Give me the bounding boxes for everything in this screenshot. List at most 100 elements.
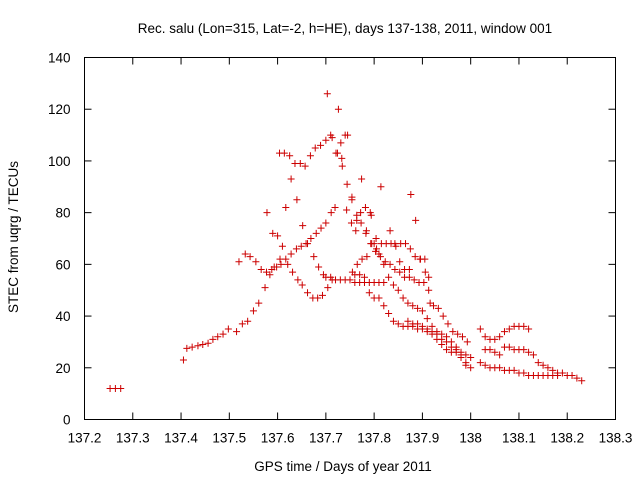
data-point	[439, 312, 447, 320]
data-point	[255, 299, 263, 307]
data-point	[209, 335, 217, 343]
y-tick-label: 80	[55, 206, 70, 221]
data-point	[394, 286, 402, 294]
data-point	[304, 289, 312, 297]
data-point	[328, 134, 336, 142]
data-point	[444, 320, 452, 328]
x-tick-label: 138.3	[599, 431, 633, 446]
data-point	[311, 144, 319, 152]
data-point	[306, 152, 314, 160]
data-point	[539, 361, 547, 369]
data-point	[386, 260, 394, 268]
data-point	[404, 299, 412, 307]
data-point	[428, 328, 436, 336]
x-tick-label: 137.4	[164, 431, 198, 446]
data-point	[389, 317, 397, 325]
data-point	[500, 328, 508, 336]
data-point	[554, 372, 562, 380]
data-point	[357, 209, 365, 217]
data-point	[443, 346, 451, 354]
y-axis: 0 20 40 60 80 100 120 140	[48, 51, 616, 428]
data-point	[199, 341, 207, 349]
data-point	[458, 333, 466, 341]
data-point	[244, 317, 252, 325]
data-point	[334, 105, 342, 113]
data-point	[476, 325, 484, 333]
data-point	[263, 209, 271, 217]
data-point	[310, 253, 318, 261]
data-point	[525, 325, 533, 333]
data-point	[318, 291, 326, 299]
x-tick-label: 137.6	[261, 431, 295, 446]
data-point	[391, 266, 399, 274]
data-point	[280, 149, 288, 157]
data-point	[317, 141, 325, 149]
data-point	[404, 317, 412, 325]
data-points	[106, 90, 586, 392]
data-point	[292, 245, 300, 253]
data-point	[262, 268, 270, 276]
data-point	[409, 302, 417, 310]
data-point	[331, 203, 339, 211]
data-point	[353, 216, 361, 224]
data-point	[573, 374, 581, 382]
data-point	[365, 289, 373, 297]
data-point	[352, 227, 360, 235]
data-point	[447, 343, 455, 351]
data-point	[418, 307, 426, 315]
plot-frame	[84, 57, 616, 420]
data-point	[491, 348, 499, 356]
data-point	[407, 191, 415, 199]
y-tick-label: 0	[63, 413, 71, 428]
data-point	[373, 245, 381, 253]
data-point	[294, 276, 302, 284]
data-point	[396, 268, 404, 276]
data-point	[423, 315, 431, 323]
data-point	[344, 131, 352, 139]
data-point	[402, 240, 410, 248]
data-point	[284, 260, 292, 268]
data-point	[179, 356, 187, 364]
data-point	[438, 335, 446, 343]
data-point	[558, 369, 566, 377]
x-tick-label: 137.5	[212, 431, 246, 446]
data-point	[252, 258, 260, 266]
x-axis: 137.2 137.3 137.4 137.5 137.6 137.7 137.8 137.9…	[68, 57, 633, 446]
data-point	[394, 320, 402, 328]
data-point	[322, 136, 330, 144]
data-point	[353, 260, 361, 268]
data-point	[117, 384, 125, 392]
data-point	[204, 339, 212, 347]
x-tick-label: 137.7	[309, 431, 343, 446]
data-point	[317, 224, 325, 232]
data-point	[194, 342, 202, 350]
data-point	[293, 196, 301, 204]
data-point	[363, 253, 371, 261]
data-point	[443, 338, 451, 346]
data-point	[520, 369, 528, 377]
y-axis-label: STEC from uqrg / TECUs	[6, 161, 21, 313]
data-point	[426, 299, 434, 307]
data-point	[418, 322, 426, 330]
data-point	[312, 229, 320, 237]
data-point	[568, 372, 576, 380]
data-point	[463, 338, 471, 346]
data-point	[323, 90, 331, 98]
data-point	[343, 206, 351, 214]
data-point	[476, 359, 484, 367]
data-point	[356, 271, 364, 279]
data-point	[361, 203, 369, 211]
data-point	[278, 242, 286, 250]
y-tick-label: 60	[55, 257, 70, 272]
data-point	[423, 325, 431, 333]
data-point	[386, 227, 394, 235]
data-point	[399, 294, 407, 302]
data-point	[462, 361, 470, 369]
y-tick-label: 40	[55, 309, 70, 324]
data-point	[357, 219, 365, 227]
data-point	[307, 235, 315, 242]
data-point	[529, 351, 537, 359]
data-point	[360, 273, 368, 281]
data-point	[286, 152, 294, 160]
x-tick-label: 137.9	[406, 431, 440, 446]
